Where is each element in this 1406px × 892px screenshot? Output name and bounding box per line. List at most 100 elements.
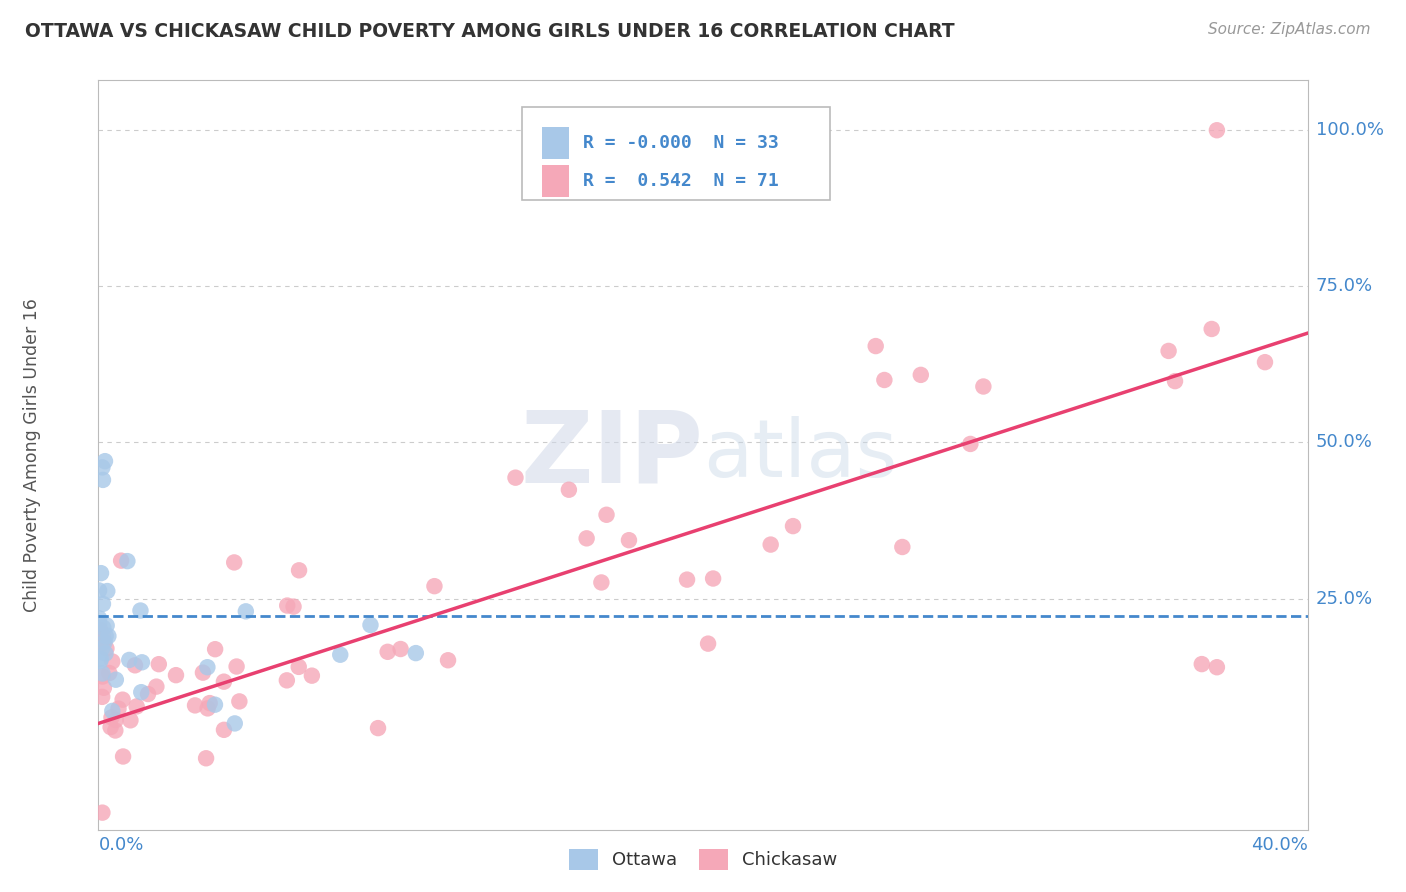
Point — [1206, 123, 1229, 137]
Point — [131, 655, 153, 669]
Text: R = -0.000  N = 33: R = -0.000 N = 33 — [583, 134, 779, 152]
Point — [204, 698, 226, 712]
Point — [100, 720, 122, 734]
Point — [94, 629, 117, 643]
Point — [91, 460, 114, 475]
Point — [1157, 343, 1180, 358]
Point — [118, 653, 141, 667]
Point — [96, 641, 118, 656]
Text: atlas: atlas — [703, 416, 897, 494]
Point — [377, 645, 399, 659]
Point — [104, 713, 127, 727]
Text: R =  0.542  N = 71: R = 0.542 N = 71 — [583, 172, 779, 190]
Point — [93, 635, 115, 649]
Point — [148, 657, 170, 672]
Point — [136, 687, 159, 701]
Point — [389, 642, 412, 657]
Point — [87, 611, 110, 625]
Text: 75.0%: 75.0% — [1316, 277, 1374, 295]
Point — [367, 721, 389, 735]
Point — [87, 583, 110, 598]
Point — [91, 690, 114, 704]
Point — [110, 553, 132, 567]
Point — [93, 681, 115, 695]
Point — [101, 704, 124, 718]
Point — [91, 473, 114, 487]
Text: 100.0%: 100.0% — [1316, 121, 1384, 139]
Text: OTTAWA VS CHICKASAW CHILD POVERTY AMONG GIRLS UNDER 16 CORRELATION CHART: OTTAWA VS CHICKASAW CHILD POVERTY AMONG … — [25, 22, 955, 41]
Point — [104, 673, 127, 687]
Point — [676, 573, 699, 587]
Point — [124, 658, 146, 673]
Point — [865, 339, 887, 353]
Bar — [543, 128, 569, 159]
Point — [97, 629, 120, 643]
Point — [197, 660, 219, 674]
Point — [360, 618, 382, 632]
Point — [873, 373, 896, 387]
Point — [228, 694, 250, 708]
Point — [91, 597, 114, 611]
Point — [145, 680, 167, 694]
Point — [224, 556, 246, 570]
Point — [117, 554, 139, 568]
Point — [101, 655, 124, 669]
Point — [595, 508, 617, 522]
FancyBboxPatch shape — [522, 106, 830, 200]
Point — [225, 659, 247, 673]
Text: ZIP: ZIP — [520, 407, 703, 503]
Point — [405, 646, 427, 660]
Point — [198, 696, 221, 710]
Point — [329, 648, 352, 662]
Point — [212, 674, 235, 689]
Point — [276, 673, 298, 688]
Point — [283, 599, 305, 614]
Point — [287, 660, 309, 674]
Point — [112, 749, 135, 764]
Point — [558, 483, 581, 497]
Point — [90, 641, 112, 656]
Point — [94, 454, 117, 468]
Text: 0.0%: 0.0% — [98, 836, 143, 854]
Point — [129, 685, 152, 699]
Point — [90, 566, 112, 581]
Point — [91, 669, 114, 683]
Point — [1164, 374, 1187, 388]
Point — [212, 723, 235, 737]
Text: Source: ZipAtlas.com: Source: ZipAtlas.com — [1208, 22, 1371, 37]
Point — [972, 379, 994, 393]
Point — [224, 716, 246, 731]
Point — [891, 540, 914, 554]
Point — [96, 618, 118, 632]
Point — [1206, 660, 1229, 674]
Text: 50.0%: 50.0% — [1316, 434, 1372, 451]
Point — [1254, 355, 1277, 369]
Point — [437, 653, 460, 667]
Point — [505, 470, 527, 484]
Point — [197, 701, 219, 715]
Point — [111, 692, 134, 706]
Point — [204, 642, 226, 657]
Point — [91, 666, 114, 681]
Text: Child Poverty Among Girls Under 16: Child Poverty Among Girls Under 16 — [22, 298, 41, 612]
Text: 25.0%: 25.0% — [1316, 590, 1374, 607]
Point — [91, 805, 114, 820]
Point — [91, 635, 114, 649]
Point — [165, 668, 187, 682]
Point — [1201, 322, 1223, 336]
Point — [120, 714, 142, 728]
Point — [617, 533, 640, 548]
Point — [759, 538, 782, 552]
Point — [107, 701, 129, 715]
Point — [959, 437, 981, 451]
Point — [782, 519, 804, 533]
Point — [184, 698, 207, 713]
Point — [91, 629, 114, 643]
Point — [90, 651, 112, 665]
Point — [129, 603, 152, 617]
Point — [191, 665, 214, 680]
Point — [301, 668, 323, 682]
Point — [87, 616, 110, 631]
Point — [89, 654, 111, 668]
Point — [697, 637, 720, 651]
